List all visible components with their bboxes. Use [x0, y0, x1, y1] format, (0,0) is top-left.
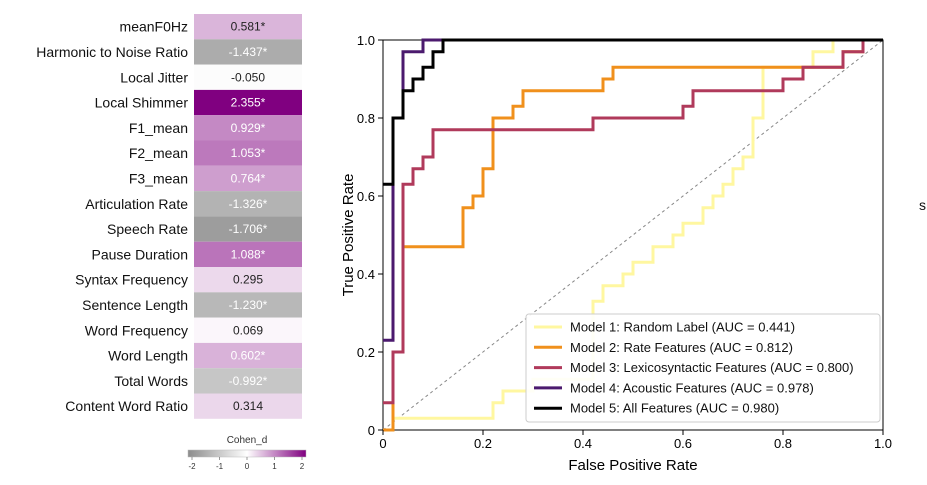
- heatmap-row-label: Articulation Rate: [85, 196, 188, 212]
- roc-chart: 0 0.2 0.4 0.6 0.8 1.0 0 0.2 0.4 0.6 0.8 1.0 False P…: [340, 33, 892, 474]
- roc-curve-model-5: [383, 38, 883, 186]
- heatmap-cell: [194, 368, 302, 394]
- x-tick-label: 0.4: [574, 436, 592, 451]
- heatmap-cell: [194, 317, 302, 343]
- heatmap-value: -1.706*: [229, 222, 268, 236]
- heatmap-value: 0.929*: [231, 121, 266, 135]
- heatmap-row-label: meanF0Hz: [120, 19, 188, 35]
- heatmap-row-label: Syntax Frequency: [75, 272, 188, 288]
- heatmap-row-label: F1_mean: [129, 120, 188, 136]
- colorbar: [187, 449, 307, 458]
- heatmap-value: -1.326*: [229, 197, 268, 211]
- roc-curve-model-4: [383, 38, 883, 342]
- heatmap-cell: [194, 342, 302, 369]
- heatmap-row-label: Total Words: [114, 373, 188, 389]
- heatmap-cell: [194, 39, 302, 65]
- heatmap-cell: [194, 64, 302, 90]
- heatmap-rows: 0.581* meanF0Hz -1.437* Harmonic to Noise R…: [36, 14, 302, 419]
- heatmap-value: 0.581*: [231, 20, 266, 34]
- colorbar-tick-label: -2: [188, 462, 196, 471]
- legend-label: Model 5: All Features (AUC = 0.980): [570, 401, 779, 416]
- heatmap-row-label: Sentence Length: [82, 297, 188, 313]
- heatmap-value: 1.088*: [231, 247, 266, 261]
- colorbar-ticks: -2 -1 0 1 2: [188, 457, 305, 471]
- heatmap-cell: [194, 140, 302, 166]
- heatmap-value: -1.437*: [229, 45, 268, 59]
- y-tick-label: 0.8: [357, 111, 375, 126]
- heatmap-cell: [194, 216, 302, 242]
- x-axis-label: False Positive Rate: [568, 457, 697, 474]
- heatmap-value: 0.295: [233, 273, 263, 287]
- legend-label: Model 4: Acoustic Features (AUC = 0.978): [570, 380, 814, 395]
- x-tick-label: 0.8: [774, 436, 792, 451]
- legend-label: Model 3: Lexicosyntactic Features (AUC =…: [570, 360, 854, 375]
- colorbar-tick-label: 1: [272, 462, 277, 471]
- axis-ticks: 0 0.2 0.4 0.6 0.8 1.0 0 0.2 0.4 0.6 0.8 1.0: [357, 33, 892, 451]
- heatmap-value: 0.069: [233, 323, 263, 337]
- y-tick-label: 1.0: [357, 33, 375, 48]
- heatmap-column-label: Cohen_d: [227, 435, 268, 446]
- heatmap-value: 0.764*: [231, 171, 266, 185]
- heatmap-cell: [194, 89, 302, 116]
- heatmap-row-label: Word Length: [108, 348, 188, 364]
- heatmap-value: -0.050: [231, 70, 265, 84]
- legend-label: Model 1: Random Label (AUC = 0.441): [570, 320, 795, 335]
- roc-curves: [382, 38, 884, 432]
- heatmap-cell: [194, 393, 302, 419]
- heatmap-cell: [194, 191, 302, 217]
- heatmap-row-label: Content Word Ratio: [65, 398, 188, 414]
- colorbar-tick-label: 2: [300, 462, 305, 471]
- heatmap-cell: [194, 14, 302, 40]
- cohen-d-heatmap: 0.581* meanF0Hz -1.437* Harmonic to Noise R…: [36, 14, 307, 471]
- x-tick-label: 1.0: [874, 436, 892, 451]
- y-tick-label: 0: [368, 423, 375, 438]
- heatmap-value: 2.355*: [231, 96, 266, 110]
- stray-glyph: s: [919, 197, 926, 213]
- heatmap-row-label: Local Shimmer: [95, 95, 189, 111]
- heatmap-row-label: F3_mean: [129, 170, 188, 186]
- heatmap-value: 0.602*: [231, 349, 266, 363]
- heatmap-row-label: Harmonic to Noise Ratio: [36, 44, 188, 60]
- heatmap-row-label: Speech Rate: [107, 221, 188, 237]
- chance-line: [382, 39, 884, 431]
- heatmap-row-label: Local Jitter: [120, 69, 188, 85]
- x-tick-label: 0.2: [474, 436, 492, 451]
- heatmap-row-label: Pause Duration: [91, 246, 188, 262]
- x-tick-label: 0.6: [674, 436, 692, 451]
- heatmap-value: 0.314: [233, 399, 263, 413]
- colorbar-tick-label: -1: [216, 462, 224, 471]
- colorbar-tick-label: 0: [245, 462, 250, 471]
- y-axis-label: True Positive Rate: [340, 174, 357, 297]
- legend-box: [525, 313, 881, 423]
- heatmap-value: -0.992*: [229, 374, 268, 388]
- heatmap-cell: [194, 292, 302, 318]
- heatmap-cell: [194, 165, 302, 192]
- heatmap-cell: [194, 267, 302, 293]
- roc-curve-model-2: [383, 38, 883, 432]
- heatmap-row-label: Word Frequency: [85, 322, 188, 338]
- heatmap-value: -1.230*: [229, 298, 268, 312]
- y-tick-label: 0.4: [357, 267, 375, 282]
- legend-label: Model 2: Rate Features (AUC = 0.812): [570, 340, 793, 355]
- legend: Model 1: Random Label (AUC = 0.441) Model…: [525, 313, 881, 423]
- y-tick-label: 0.6: [357, 189, 375, 204]
- heatmap-cell: [194, 115, 302, 141]
- heatmap-value: 1.053*: [231, 146, 266, 160]
- roc-curve-model-1: [383, 38, 883, 432]
- y-tick-label: 0.2: [357, 345, 375, 360]
- roc-curve-model-3: [383, 38, 883, 405]
- x-tick-label: 0: [379, 436, 386, 451]
- heatmap-row-label: F2_mean: [129, 145, 188, 161]
- heatmap-cell: [194, 241, 302, 267]
